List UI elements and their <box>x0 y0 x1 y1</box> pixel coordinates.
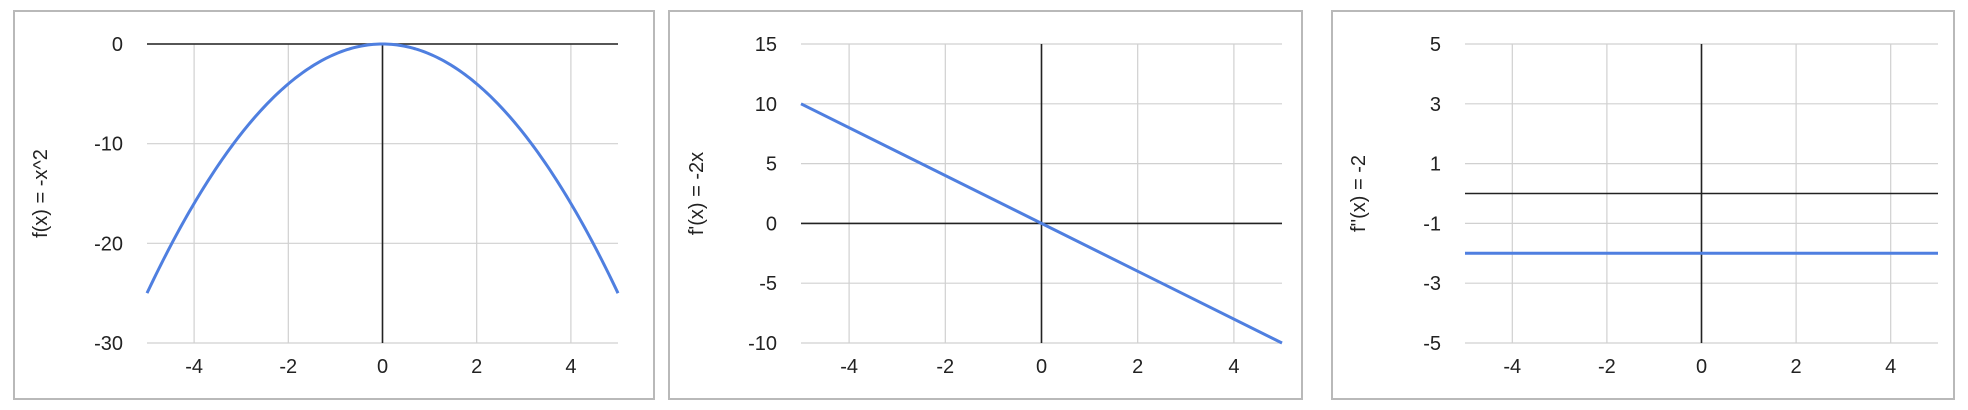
y-tick-label: 15 <box>755 34 777 56</box>
x-tick-label: -4 <box>1503 356 1521 378</box>
x-tick-label: -4 <box>185 356 203 378</box>
x-tick-label: 0 <box>1696 356 1707 378</box>
chart-f-prime: -4 -2 0 2 4 15 10 5 0 -5 -10 f'(x) = -2x <box>686 34 1283 378</box>
y-axis-label: f(x) = -x^2 <box>30 149 52 238</box>
x-tick-label: 0 <box>377 356 388 378</box>
y-axis-label: f''(x) = -2 <box>1348 155 1370 232</box>
y-axis-label: f'(x) = -2x <box>686 152 708 235</box>
x-tick-label: 4 <box>1228 356 1239 378</box>
y-tick-label: 1 <box>1430 154 1441 176</box>
x-tick-label: 4 <box>1885 356 1896 378</box>
x-tick-label: 4 <box>565 356 576 378</box>
x-tick-label: 0 <box>1036 356 1047 378</box>
chart-f-double-prime: -4 -2 0 2 4 5 3 1 -1 -3 -5 f''(x) = -2 <box>1348 34 1938 378</box>
y-tick-label: -3 <box>1423 273 1441 295</box>
y-tick-label: -10 <box>94 134 123 156</box>
y-tick-label: -1 <box>1423 213 1441 235</box>
y-tick-label: 5 <box>766 154 777 176</box>
y-tick-label: 5 <box>1430 34 1441 56</box>
x-tick-label: -2 <box>1598 356 1616 378</box>
y-tick-label: -10 <box>748 333 777 355</box>
x-tick-label: -4 <box>840 356 858 378</box>
chart-f: -4 -2 0 2 40-10-20-30f(x) = -x^2 <box>30 34 620 378</box>
y-tick-label: -5 <box>1423 333 1441 355</box>
y-tick-label: -30 <box>94 333 123 355</box>
x-tick-label: 2 <box>1791 356 1802 378</box>
series-line <box>800 102 1283 345</box>
x-tick-label: 2 <box>471 356 482 378</box>
chart-panel-f-double-prime: -4 -2 0 2 4 5 3 1 -1 -3 -5 f''(x) = -2 <box>1331 10 1955 400</box>
y-tick-label: 0 <box>766 213 777 235</box>
y-tick-label: 3 <box>1430 94 1441 116</box>
chart-panel-f-prime: -4 -2 0 2 4 15 10 5 0 -5 -10 f'(x) = -2x <box>668 10 1303 400</box>
series-line <box>145 42 620 294</box>
x-tick-label: -2 <box>279 356 297 378</box>
x-tick-label: -2 <box>936 356 954 378</box>
y-tick-label: -20 <box>94 233 123 255</box>
y-tick-label: -5 <box>759 273 777 295</box>
x-tick-label: 2 <box>1132 356 1143 378</box>
y-tick-label: 10 <box>755 94 777 116</box>
chart-panel-f: -4 -2 0 2 4 0 -10 -20 -30 f(x) = -x^2 <box>13 10 655 400</box>
y-tick-label: 0 <box>112 34 123 56</box>
